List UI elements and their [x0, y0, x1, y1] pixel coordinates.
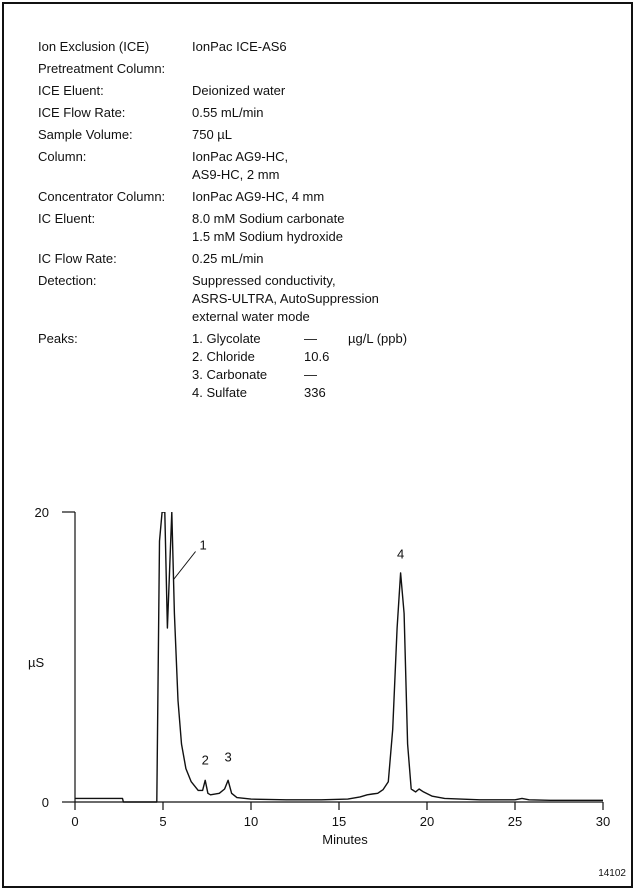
condition-value-line: IonPac ICE-AS6 [192, 39, 287, 54]
peaks-label: Peaks: [38, 331, 78, 346]
peak-leader-line [173, 551, 196, 580]
y-tick-label: 20 [35, 505, 49, 520]
condition-value: Suppressed conductivity, ASRS-ULTRA, Auto… [192, 272, 598, 326]
peaks-row: Peaks: 1. Glycolate — µg/L (ppb) 2. Chlorid… [38, 330, 598, 402]
peak-name: 4. Sulfate [192, 385, 247, 400]
condition-value: 0.55 mL/min [192, 104, 598, 122]
condition-label: IC Eluent: [38, 211, 96, 226]
condition-value-line: external water mode [192, 309, 310, 324]
condition-value: IonPac AG9-HC, 4 mm [192, 188, 598, 206]
condition-value-line: ASRS-ULTRA, AutoSuppression [192, 291, 379, 306]
condition-value-line: 8.0 mM Sodium carbonate [192, 211, 345, 226]
peak-item: 2. Chloride 10.6 [192, 348, 598, 366]
condition-value: Deionized water [192, 82, 598, 100]
figure-id: 14102 [598, 868, 626, 879]
peak-annotation: 2 [202, 752, 209, 767]
peak-name: 3. Carbonate [192, 367, 268, 382]
x-tick-label: 20 [420, 814, 434, 829]
conditions-list: Ion Exclusion (ICE) IonPac ICE-AS6 Pretrea… [38, 38, 598, 326]
condition-row: Column: IonPac AG9-HC, AS9-HC, 2 mm [38, 148, 598, 184]
condition-value-line: IonPac AG9-HC, 4 mm [192, 189, 325, 204]
peak-annotation: 3 [225, 749, 232, 764]
x-tick-label: 5 [159, 814, 166, 829]
peak-unit: µg/L (ppb) [348, 331, 408, 346]
condition-label: Detection: [38, 273, 97, 288]
condition-label: ICE Flow Rate: [38, 105, 126, 120]
condition-value-line: Deionized water [192, 83, 286, 98]
condition-value-line: 1.5 mM Sodium hydroxide [192, 229, 344, 244]
condition-label: ICE Eluent: [38, 83, 104, 98]
conditions-block: Ion Exclusion (ICE) IonPac ICE-AS6 Pretrea… [38, 38, 598, 406]
condition-value-line: 0.25 mL/min [192, 251, 264, 266]
x-tick-label: 10 [244, 814, 258, 829]
condition-row: Sample Volume: 750 µL [38, 126, 598, 144]
condition-label: Ion Exclusion (ICE) [38, 39, 150, 54]
condition-value-line: 0.55 mL/min [192, 105, 264, 120]
condition-value: 8.0 mM Sodium carbonate 1.5 mM Sodium hyd… [192, 210, 598, 246]
condition-row: ICE Flow Rate: 0.55 mL/min [38, 104, 598, 122]
peak-value: — [304, 331, 317, 346]
condition-label: IC Flow Rate: [38, 251, 117, 266]
condition-label: Concentrator Column: [38, 189, 166, 204]
chromatogram-trace [75, 512, 603, 803]
peak-annotation: 4 [397, 546, 404, 561]
condition-label: Column: [38, 149, 87, 164]
peak-item: 3. Carbonate — [192, 366, 598, 384]
condition-row: Concentrator Column: IonPac AG9-HC, 4 mm [38, 188, 598, 206]
x-tick-label: 25 [508, 814, 522, 829]
peak-name: 1. Glycolate [192, 331, 261, 346]
peak-item: 4. Sulfate 336 [192, 384, 598, 402]
peak-item: 1. Glycolate — µg/L (ppb) [192, 330, 598, 348]
condition-row: IC Flow Rate: 0.25 mL/min [38, 250, 598, 268]
condition-row: Ion Exclusion (ICE) IonPac ICE-AS6 [38, 38, 598, 56]
condition-value: IonPac ICE-AS6 [192, 38, 598, 56]
condition-label: Pretreatment Column: [38, 61, 166, 76]
peaks-list: 1. Glycolate — µg/L (ppb) 2. Chloride 10.6 3.… [192, 330, 598, 402]
condition-value-line: Suppressed conductivity, [192, 273, 336, 288]
peak-annotation: 1 [200, 538, 207, 553]
peak-value: 10.6 [304, 349, 330, 364]
condition-row: Detection: Suppressed conductivity, ASRS-U… [38, 272, 598, 326]
x-tick-label: 30 [596, 814, 610, 829]
condition-value-line: 750 µL [192, 127, 233, 142]
condition-row: Pretreatment Column: [38, 60, 598, 78]
condition-label: Sample Volume: [38, 127, 133, 142]
x-tick-label: 0 [71, 814, 78, 829]
condition-value: IonPac AG9-HC, AS9-HC, 2 mm [192, 148, 598, 184]
peak-value: — [304, 367, 317, 382]
condition-row: ICE Eluent: Deionized water [38, 82, 598, 100]
condition-value: 0.25 mL/min [192, 250, 598, 268]
y-tick-label: 0 [42, 795, 49, 810]
peak-value: 336 [304, 385, 326, 400]
condition-row: IC Eluent: 8.0 mM Sodium carbonate 1.5 mM … [38, 210, 598, 246]
condition-value-line: AS9-HC, 2 mm [192, 167, 280, 182]
condition-value: 750 µL [192, 126, 598, 144]
condition-value-line: IonPac AG9-HC, [192, 149, 289, 164]
peak-name: 2. Chloride [192, 349, 255, 364]
y-axis-label: µS [28, 655, 44, 670]
x-axis-label: Minutes [322, 832, 368, 847]
x-tick-label: 15 [332, 814, 346, 829]
